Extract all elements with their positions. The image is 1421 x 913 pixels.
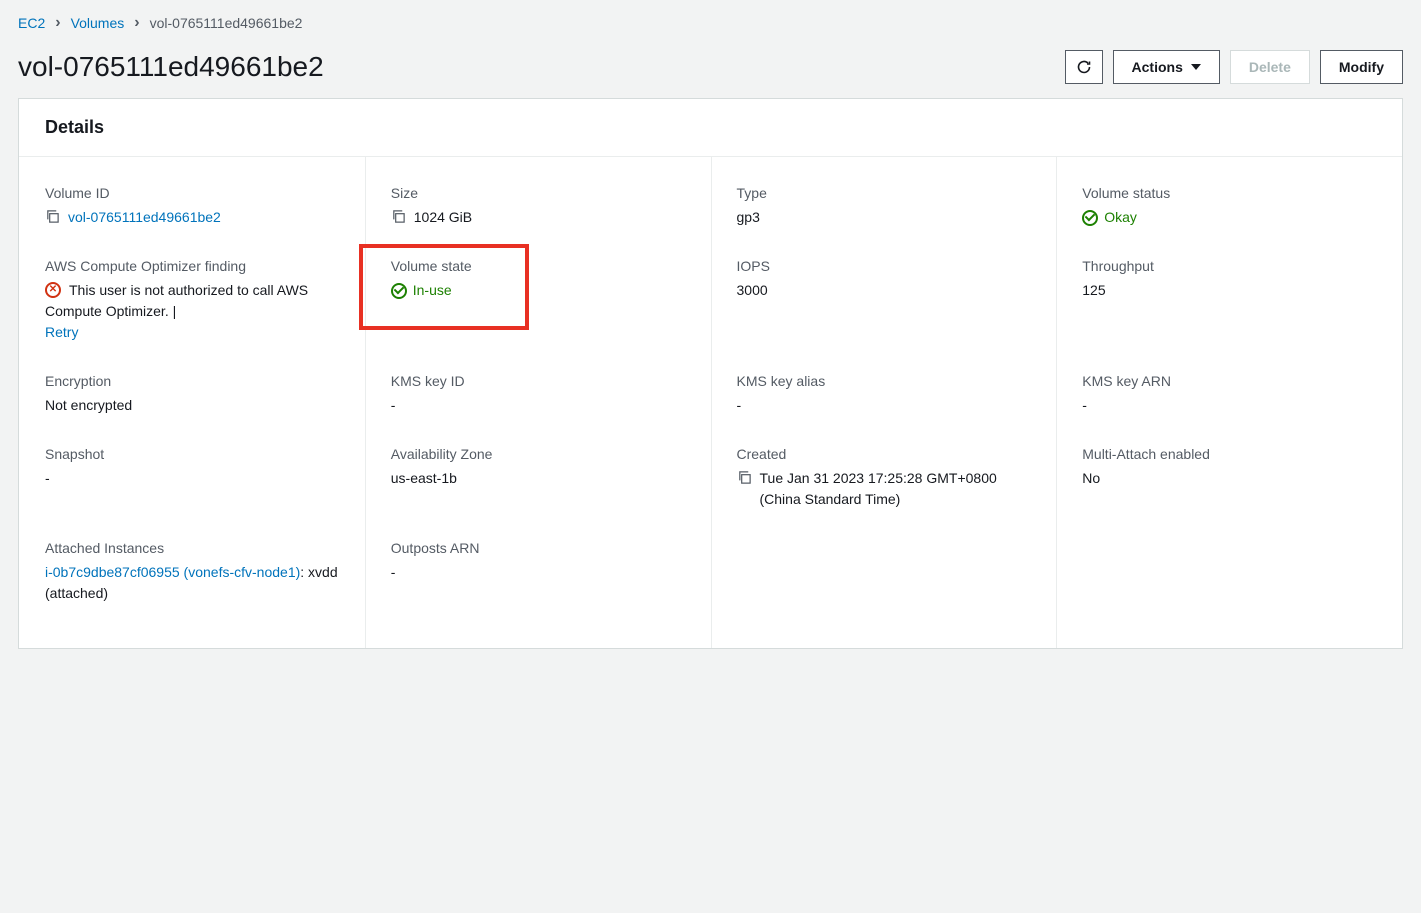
details-grid: Volume ID vol-0765111ed49661be2 Size 102… [19,157,1402,648]
delete-button[interactable]: Delete [1230,50,1310,84]
label-kms-key-arn: KMS key ARN [1082,373,1376,389]
value-kms-key-alias: - [737,395,742,416]
cell-kms-key-arn: KMS key ARN - [1056,363,1402,436]
value-snapshot: - [45,468,50,489]
label-az: Availability Zone [391,446,685,462]
value-kms-key-arn: - [1082,395,1087,416]
value-throughput: 125 [1082,280,1105,301]
caret-down-icon [1191,64,1201,70]
status-okay: Okay [1082,207,1137,228]
label-iops: IOPS [737,258,1031,274]
value-iops: 3000 [737,280,768,301]
cell-optimizer: AWS Compute Optimizer finding This user … [19,248,365,363]
breadcrumb-root[interactable]: EC2 [18,15,45,31]
refresh-button[interactable] [1065,50,1103,84]
value-encryption: Not encrypted [45,395,132,416]
chevron-right-icon: › [55,14,60,32]
panel-title: Details [45,117,1376,138]
label-volume-state: Volume state [391,258,685,274]
panel-header: Details [19,99,1402,157]
cell-type: Type gp3 [711,175,1057,248]
value-outposts: - [391,562,396,583]
label-volume-id: Volume ID [45,185,339,201]
cell-created: Created Tue Jan 31 2023 17:25:28 GMT+080… [711,436,1057,530]
chevron-right-icon: › [134,14,139,32]
copy-icon[interactable] [45,209,60,224]
cell-az: Availability Zone us-east-1b [365,436,711,530]
value-az: us-east-1b [391,468,457,489]
attached-instance-link[interactable]: i-0b7c9dbe87cf06955 (vonefs-cfv-node1) [45,564,300,580]
error-circle-icon [45,282,61,298]
breadcrumb-current: vol-0765111ed49661be2 [150,15,303,31]
value-multi-attach: No [1082,468,1100,489]
cell-snapshot: Snapshot - [19,436,365,530]
label-encryption: Encryption [45,373,339,389]
details-panel: Details Volume ID vol-0765111ed49661be2 … [18,98,1403,649]
cell-kms-key-id: KMS key ID - [365,363,711,436]
cell-throughput: Throughput 125 [1056,248,1402,363]
actions-label: Actions [1132,59,1183,75]
label-outposts: Outposts ARN [391,540,685,556]
label-optimizer: AWS Compute Optimizer finding [45,258,339,274]
breadcrumb: EC2 › Volumes › vol-0765111ed49661be2 [18,14,1403,32]
volume-id-link[interactable]: vol-0765111ed49661be2 [68,207,221,228]
cell-multi-attach: Multi-Attach enabled No [1056,436,1402,530]
label-volume-status: Volume status [1082,185,1376,201]
value-optimizer-msg: This user is not authorized to call AWS … [45,282,308,319]
label-kms-key-id: KMS key ID [391,373,685,389]
label-type: Type [737,185,1031,201]
actions-button[interactable]: Actions [1113,50,1220,84]
check-circle-icon [391,283,407,299]
value-created: Tue Jan 31 2023 17:25:28 GMT+0800 (China… [760,468,1031,510]
label-created: Created [737,446,1031,462]
label-multi-attach: Multi-Attach enabled [1082,446,1376,462]
modify-button[interactable]: Modify [1320,50,1403,84]
label-throughput: Throughput [1082,258,1376,274]
refresh-icon [1076,59,1092,75]
page-header: vol-0765111ed49661be2 Actions Delete Mod… [18,50,1403,84]
cell-kms-key-alias: KMS key alias - [711,363,1057,436]
check-circle-icon [1082,210,1098,226]
cell-volume-status: Volume status Okay [1056,175,1402,248]
cell-attached-instances: Attached Instances i-0b7c9dbe87cf06955 (… [19,530,365,624]
cell-outposts-arn: Outposts ARN - [365,530,711,624]
label-kms-key-alias: KMS key alias [737,373,1031,389]
cell-encryption: Encryption Not encrypted [19,363,365,436]
value-size: 1024 GiB [414,207,472,228]
breadcrumb-section[interactable]: Volumes [71,15,125,31]
cell-iops: IOPS 3000 [711,248,1057,363]
status-in-use: In-use [391,280,452,301]
value-type: gp3 [737,207,760,228]
value-volume-state: In-use [413,280,452,301]
label-size: Size [391,185,685,201]
value-kms-key-id: - [391,395,396,416]
retry-link[interactable]: Retry [45,324,78,340]
cell-volume-id: Volume ID vol-0765111ed49661be2 [19,175,365,248]
value-volume-status: Okay [1104,207,1137,228]
page-title: vol-0765111ed49661be2 [18,51,324,83]
label-attached: Attached Instances [45,540,339,556]
cell-size: Size 1024 GiB [365,175,711,248]
copy-icon[interactable] [737,470,752,485]
label-snapshot: Snapshot [45,446,339,462]
copy-icon[interactable] [391,209,406,224]
cell-volume-state: Volume state In-use [365,248,711,363]
action-bar: Actions Delete Modify [1065,50,1403,84]
